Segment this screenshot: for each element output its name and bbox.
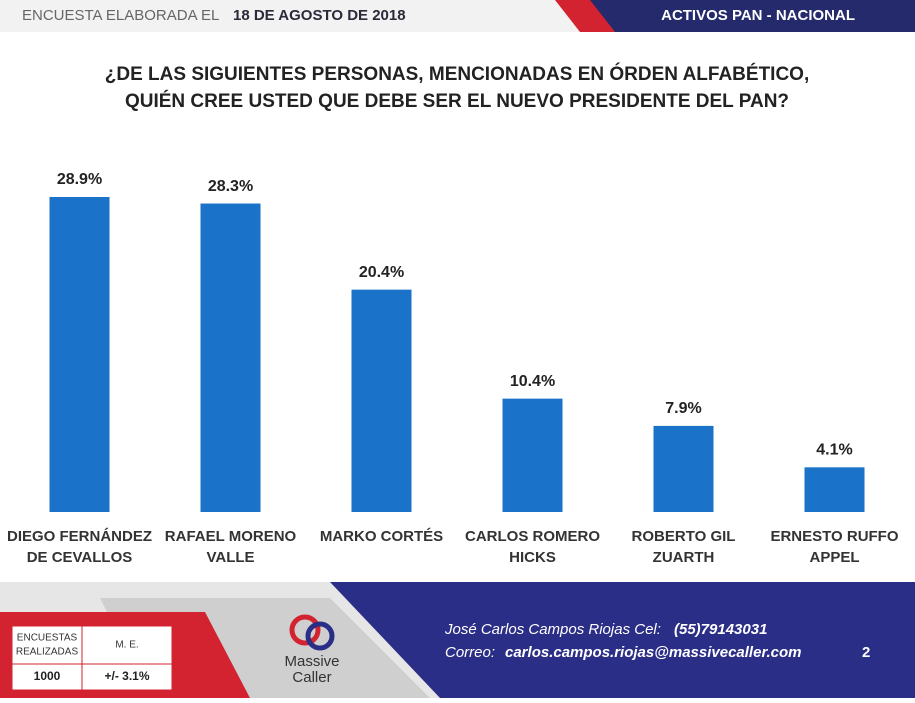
header-left: ENCUESTA ELABORADA EL bbox=[22, 7, 219, 24]
bar bbox=[351, 289, 412, 512]
logo-text: Massive bbox=[284, 653, 339, 670]
x-tick-label: ZUARTH bbox=[653, 549, 715, 566]
x-tick-label: VALLE bbox=[206, 549, 254, 566]
table-value: 1000 bbox=[34, 669, 61, 683]
value-label: 4.1% bbox=[816, 442, 852, 459]
header-right: ACTIVOS PAN - NACIONAL bbox=[661, 7, 855, 24]
contact-mail: carlos.campos.riojas@massivecaller.com bbox=[505, 644, 801, 661]
header-navy bbox=[590, 0, 915, 32]
bar bbox=[49, 197, 110, 512]
value-label: 7.9% bbox=[665, 400, 701, 417]
bar bbox=[200, 203, 261, 512]
x-tick-label: HICKS bbox=[509, 549, 556, 566]
chart-title: QUIÉN CREE USTED QUE DEBE SER EL NUEVO P… bbox=[125, 90, 789, 112]
footer-navy bbox=[330, 582, 915, 698]
value-label: 28.9% bbox=[57, 171, 102, 188]
x-tick-label: RAFAEL MORENO bbox=[165, 528, 297, 545]
value-label: 10.4% bbox=[510, 373, 555, 390]
page-number: 2 bbox=[862, 644, 870, 661]
header-date: 18 DE AGOSTO DE 2018 bbox=[233, 7, 406, 24]
contact-phone: (55)79143031 bbox=[674, 621, 767, 638]
bar bbox=[502, 398, 563, 512]
x-tick-label: ERNESTO RUFFO bbox=[770, 528, 898, 545]
logo-icon bbox=[305, 621, 335, 651]
footer-table bbox=[11, 625, 173, 691]
logo-text: Caller bbox=[292, 669, 331, 686]
table-header: ENCUESTAS bbox=[17, 633, 78, 644]
plot: 28.9% DIEGO FERNÁNDEZ DE CEVALLOS 28.3% RAFA… bbox=[7, 171, 899, 566]
x-tick-label: ROBERTO GIL bbox=[632, 528, 736, 545]
bar bbox=[804, 467, 865, 512]
header-red-stripe bbox=[555, 0, 625, 32]
x-tick-label: DE CEVALLOS bbox=[27, 549, 133, 566]
value-label: 20.4% bbox=[359, 264, 404, 281]
contact-mail-label: Correo: bbox=[445, 644, 495, 661]
chart-title: ¿DE LAS SIGUIENTES PERSONAS, MENCIONADAS… bbox=[105, 63, 809, 85]
x-tick-label: DIEGO FERNÁNDEZ bbox=[7, 528, 152, 545]
x-tick-label: CARLOS ROMERO bbox=[465, 528, 600, 545]
logo-icon bbox=[289, 614, 321, 646]
table-value: +/- 3.1% bbox=[104, 669, 149, 683]
x-tick-label: MARKO CORTÉS bbox=[320, 528, 443, 545]
x-tick-label: APPEL bbox=[809, 549, 859, 566]
contact-name: José Carlos Campos Riojas Cel: bbox=[444, 621, 661, 638]
table-header: REALIZADAS bbox=[16, 647, 79, 658]
bar bbox=[653, 425, 714, 512]
value-label: 28.3% bbox=[208, 178, 253, 195]
table-header: M. E. bbox=[115, 640, 138, 651]
